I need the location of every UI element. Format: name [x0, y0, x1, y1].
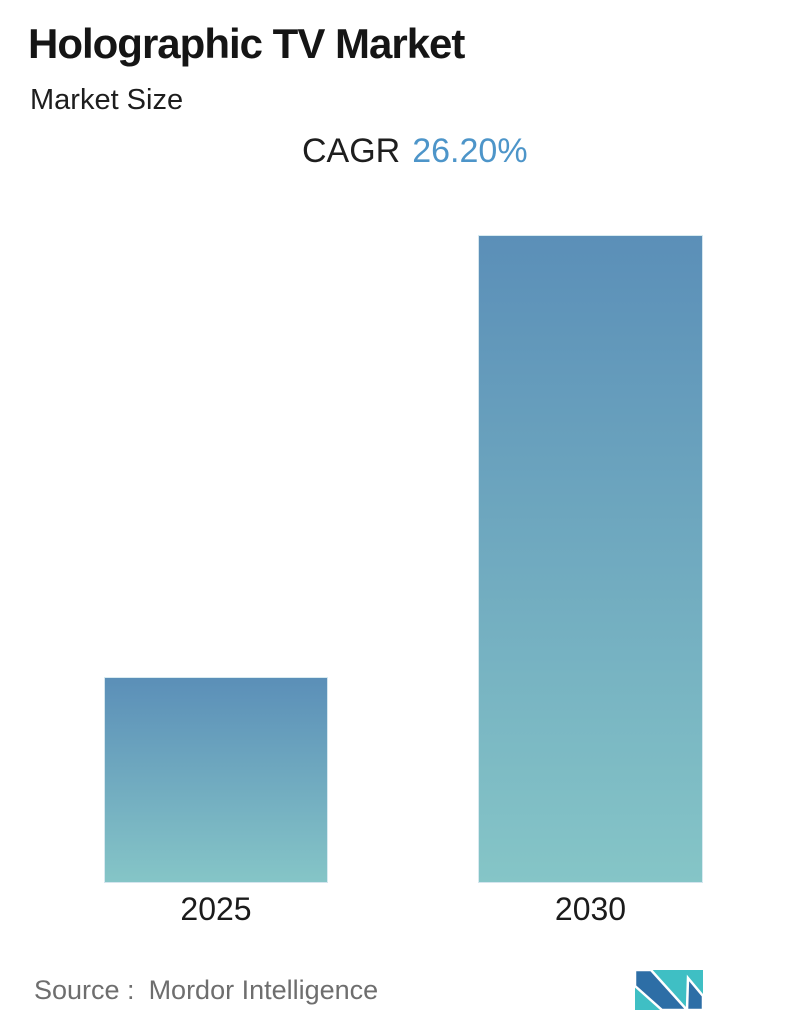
source-value: Mordor Intelligence [148, 975, 379, 1005]
cagr-annotation: CAGR 26.20% [302, 132, 528, 171]
x-axis-label-2025: 2025 [180, 891, 252, 927]
bar-2030 [478, 235, 703, 883]
logo-right-stroke [685, 974, 703, 1010]
chart-subtitle: Market Size [30, 84, 184, 116]
mordor-intelligence-logo-icon [635, 970, 703, 1010]
source-attribution: Source : Mordor Intelligence [34, 975, 378, 1006]
bar-2025 [104, 677, 328, 883]
page-title: Holographic TV Market [28, 20, 465, 67]
x-axis-label-2030: 2030 [554, 891, 627, 927]
source-label: Source : [34, 975, 135, 1005]
cagr-label: CAGR [302, 132, 401, 170]
logo-left-stroke [635, 970, 689, 1010]
cagr-value: 26.20% [412, 132, 528, 170]
